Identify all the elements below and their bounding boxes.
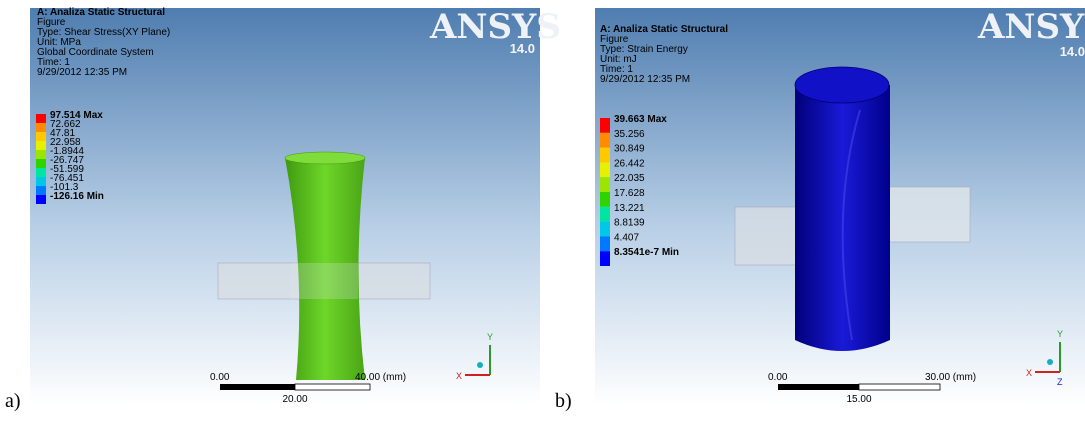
axis-z-label: Z — [1057, 377, 1063, 387]
header-line: 9/29/2012 12:35 PM — [37, 67, 127, 78]
scale-middle: 15.00 — [846, 394, 871, 405]
brand: ANSYS — [977, 7, 1085, 47]
legend-swatch — [600, 148, 610, 163]
scale-start: 0.00 — [210, 372, 230, 383]
version: 14.0 — [510, 41, 535, 56]
header-line: 9/29/2012 12:35 PM — [600, 74, 690, 85]
legend-swatch — [36, 141, 46, 150]
legend-label: 13.221 — [614, 203, 645, 214]
legend-swatch — [36, 168, 46, 177]
legend-label: 17.628 — [614, 188, 645, 199]
legend-label: 22.035 — [614, 173, 645, 184]
version: 14.0 — [1060, 44, 1085, 59]
legend-label: 35.256 — [614, 129, 645, 140]
legend-swatch — [36, 123, 46, 132]
scale-light — [295, 384, 370, 390]
axis-origin — [1047, 359, 1053, 365]
legend-swatch — [36, 159, 46, 168]
legend-label: 30.849 — [614, 144, 645, 155]
legend-swatch — [36, 114, 46, 123]
legend-label: 4.407 — [614, 232, 639, 243]
scale-end: 30.00 (mm) — [925, 372, 976, 383]
scale-end: 40.00 (mm) — [355, 372, 406, 383]
legend-swatch — [600, 222, 610, 237]
legend-swatch — [600, 118, 610, 133]
legend-label: 26.442 — [614, 158, 645, 169]
legend-swatch — [36, 177, 46, 186]
axis-y-label: Y — [1057, 329, 1063, 339]
legend-swatch — [600, 133, 610, 148]
scale-light — [859, 384, 940, 390]
legend-swatch — [600, 236, 610, 251]
figure: a)A: Analiza Static StructuralFigureType… — [0, 0, 1085, 427]
axis-x-label: X — [456, 371, 462, 381]
legend-swatch — [36, 195, 46, 204]
scale-dark — [778, 384, 859, 390]
legend-swatch — [36, 132, 46, 141]
scale-dark — [220, 384, 295, 390]
legend-label: 8.3541e-7 Min — [614, 247, 679, 258]
legend-label: -126.16 Min — [50, 191, 104, 202]
legend-label: 39.663 Max — [614, 114, 667, 125]
axis-x-label: X — [1026, 368, 1032, 378]
legend-swatch — [600, 177, 610, 192]
legend-swatch — [36, 186, 46, 195]
axis-origin — [477, 362, 483, 368]
panel-label: b) — [555, 390, 572, 412]
legend-swatch — [36, 150, 46, 159]
legend-label: 8.8139 — [614, 218, 645, 229]
axis-y-label: Y — [487, 332, 493, 342]
scale-start: 0.00 — [768, 372, 788, 383]
legend-swatch — [600, 162, 610, 177]
scale-middle: 20.00 — [282, 394, 307, 405]
panel-label: a) — [5, 390, 21, 412]
brand: ANSYS — [429, 7, 561, 47]
legend-swatch — [600, 251, 610, 266]
legend-swatch — [600, 192, 610, 207]
legend-swatch — [600, 207, 610, 222]
